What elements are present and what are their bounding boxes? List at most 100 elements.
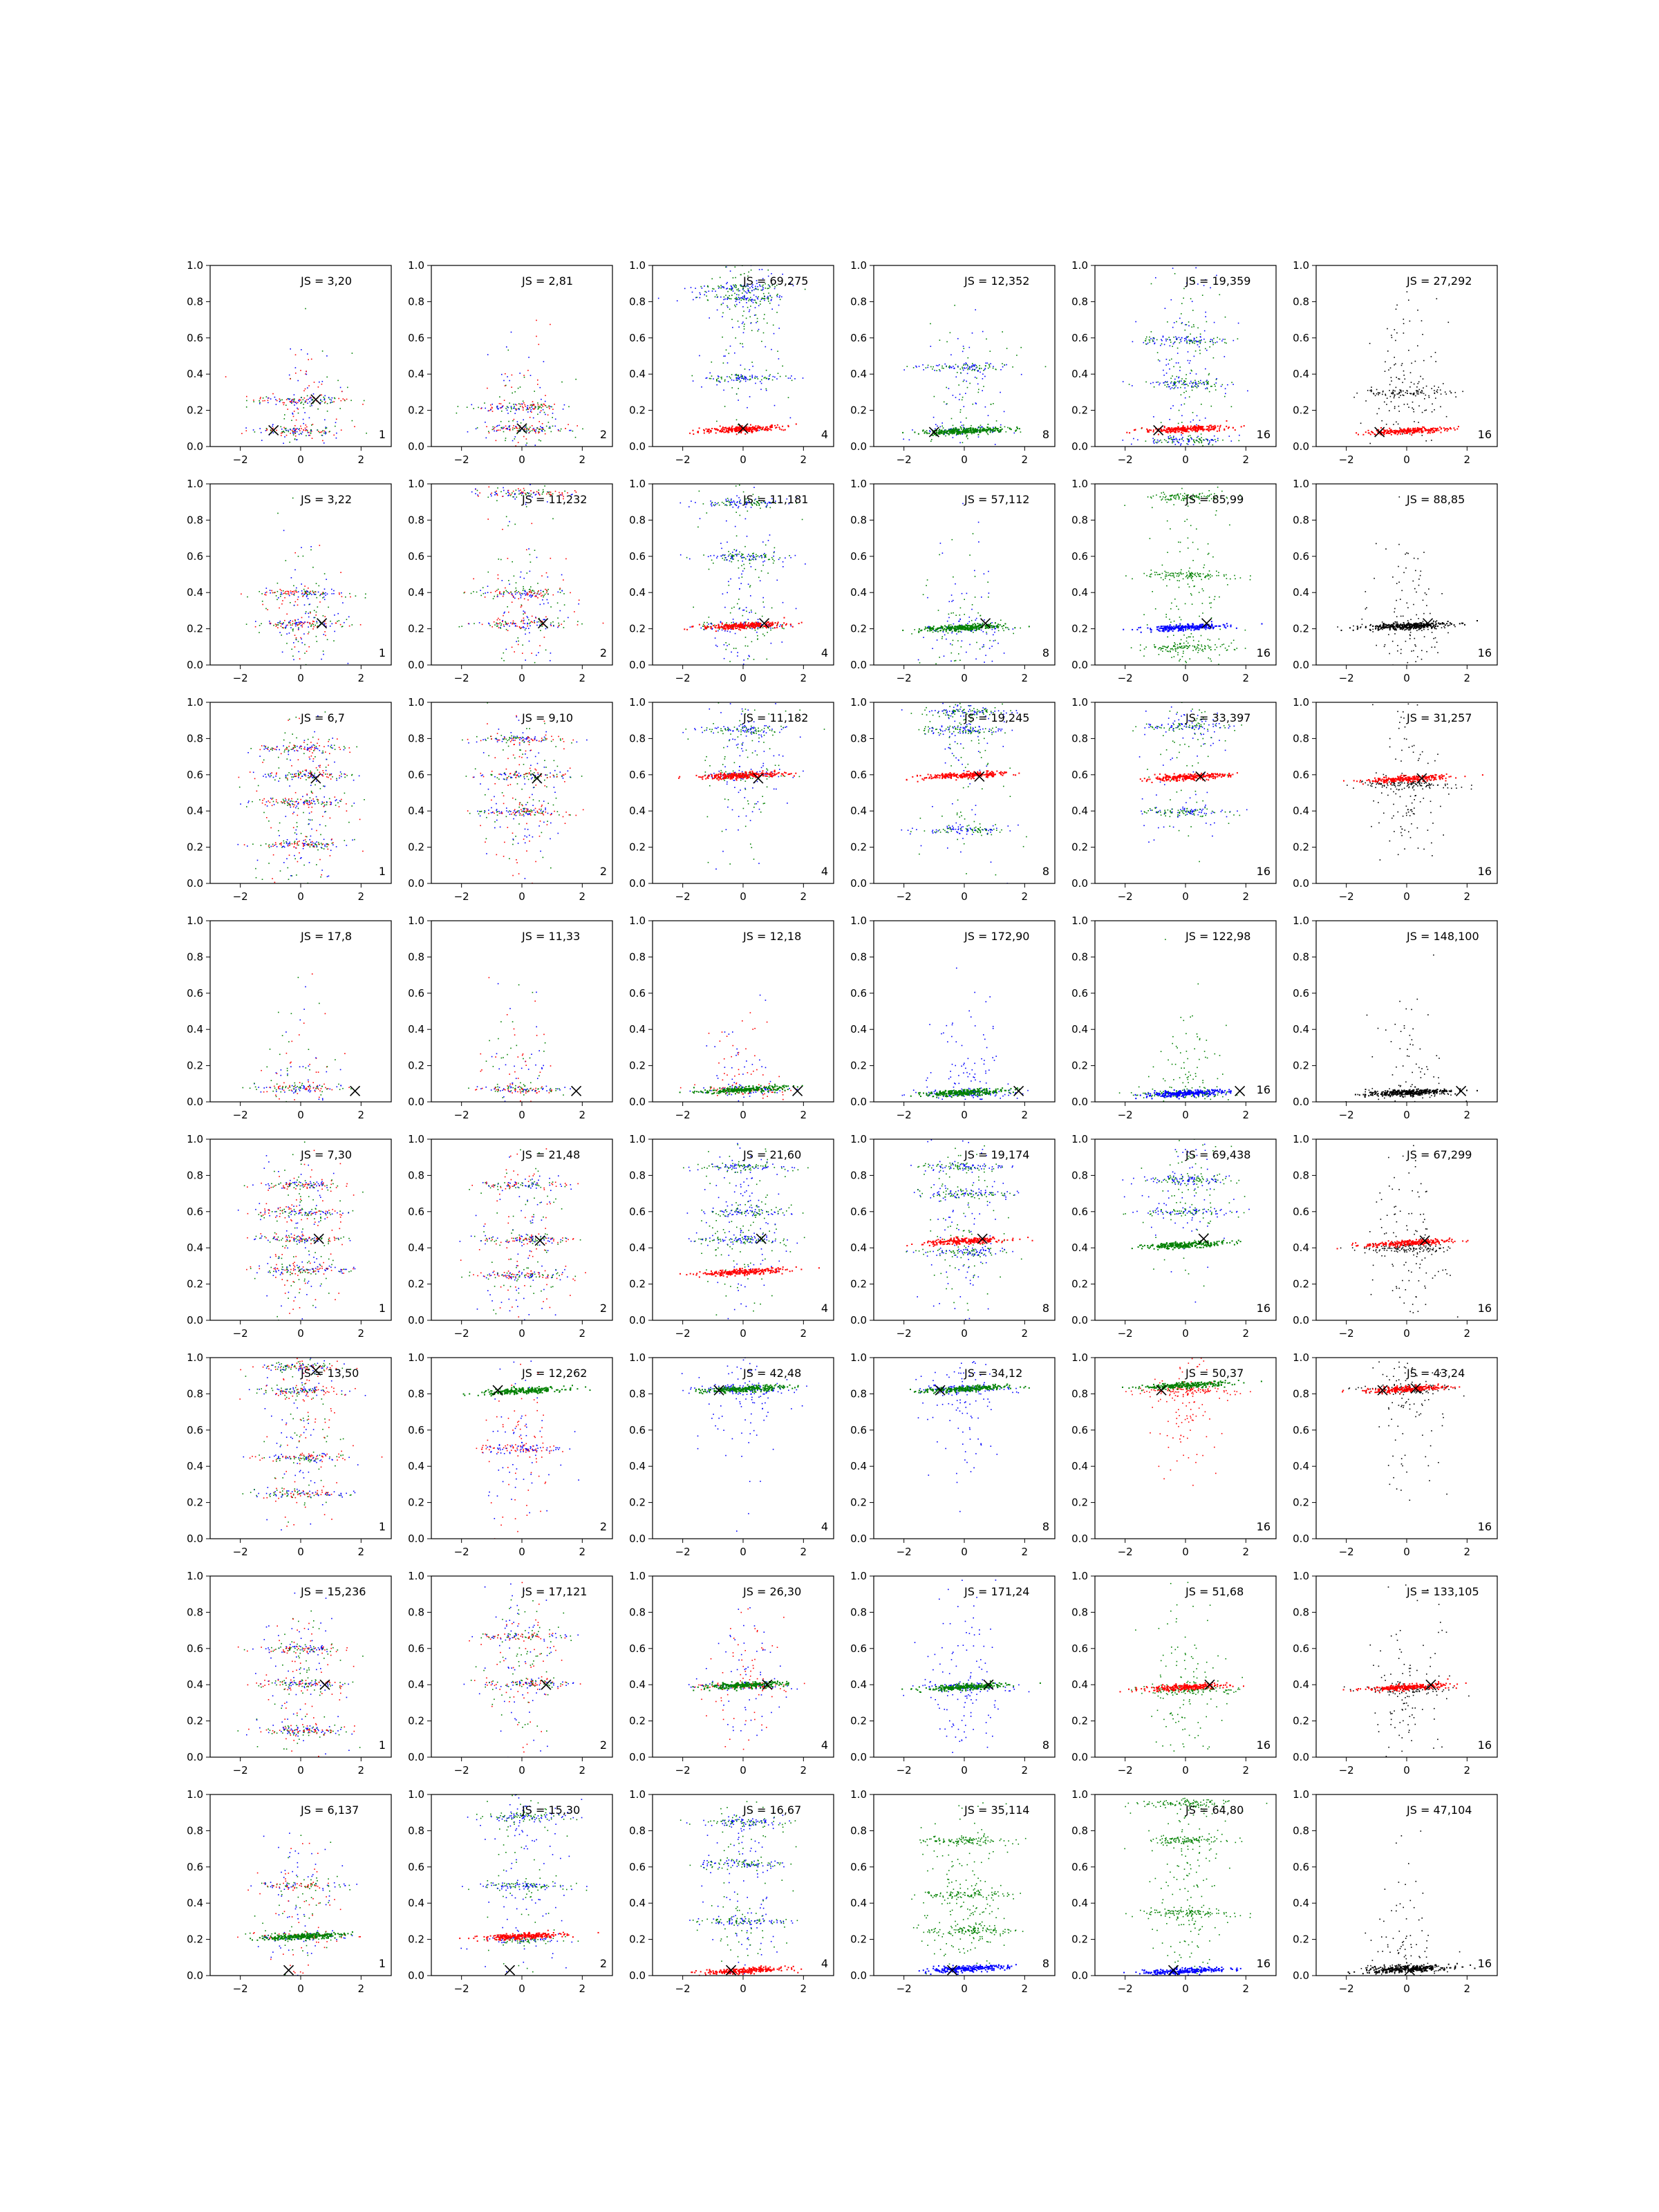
point (949, 432, 951, 434)
point (1173, 441, 1174, 442)
point (962, 366, 963, 368)
point (503, 592, 505, 593)
point (1206, 425, 1208, 427)
point (762, 428, 764, 430)
point (967, 368, 969, 371)
point (966, 429, 968, 431)
point (1190, 339, 1192, 341)
point (769, 534, 771, 536)
point (745, 317, 747, 319)
point (720, 382, 721, 383)
point (523, 598, 525, 600)
point (952, 430, 954, 432)
point (351, 353, 353, 354)
point (707, 556, 709, 557)
x-tick-label: −2 (233, 672, 248, 684)
point (500, 407, 501, 409)
y-tick-label: 0.2 (1293, 404, 1309, 417)
point (964, 368, 966, 369)
point (503, 591, 505, 592)
point (323, 596, 325, 598)
point (974, 429, 976, 431)
point (315, 635, 317, 637)
point (747, 306, 749, 308)
point (303, 390, 305, 392)
point (1396, 304, 1398, 306)
point (267, 609, 268, 610)
point (1403, 431, 1405, 433)
point (1206, 379, 1208, 381)
point (785, 375, 787, 377)
point (774, 286, 776, 288)
point (752, 555, 754, 557)
point (1180, 444, 1181, 446)
point (1432, 431, 1434, 433)
point (1171, 358, 1172, 360)
point (505, 425, 507, 427)
point (528, 492, 530, 494)
point (496, 406, 498, 407)
point (750, 507, 752, 508)
point (529, 417, 531, 418)
point (1453, 427, 1455, 429)
point (770, 299, 772, 301)
point (729, 234, 731, 235)
point (1412, 453, 1413, 455)
point (779, 428, 781, 430)
point (1175, 382, 1177, 383)
point (1181, 323, 1183, 324)
point (1425, 409, 1427, 411)
point (1417, 383, 1419, 384)
point (494, 491, 496, 494)
point (735, 673, 736, 674)
point (317, 431, 319, 432)
point (1399, 427, 1400, 429)
point (283, 402, 285, 404)
point (1423, 427, 1425, 429)
point (1156, 382, 1157, 383)
point (296, 591, 298, 593)
point (751, 611, 752, 613)
point (744, 368, 746, 370)
point (538, 489, 540, 491)
point (941, 367, 943, 369)
point (565, 558, 567, 560)
point (744, 427, 747, 429)
point (505, 628, 507, 630)
point (264, 400, 265, 402)
point (1394, 431, 1396, 433)
point (525, 494, 527, 495)
point (531, 430, 533, 431)
y-tick-label: 0.6 (850, 332, 867, 344)
point (572, 430, 574, 432)
point (503, 427, 505, 429)
point (961, 431, 963, 433)
point (523, 409, 524, 411)
point (285, 624, 288, 626)
point (1240, 426, 1242, 428)
point (715, 667, 716, 668)
point (1177, 353, 1179, 354)
point (764, 501, 766, 503)
point (531, 594, 533, 597)
point (749, 297, 751, 299)
point (542, 409, 544, 411)
point (550, 431, 552, 433)
point (499, 731, 500, 732)
point (314, 593, 316, 595)
point (506, 623, 507, 624)
point (533, 592, 535, 594)
point (761, 269, 763, 270)
point (526, 592, 528, 594)
point (703, 432, 705, 434)
point (738, 400, 739, 401)
point (722, 427, 724, 429)
point (488, 410, 490, 411)
point (744, 377, 746, 378)
point (1010, 429, 1012, 431)
point (529, 622, 531, 624)
point (1389, 390, 1390, 391)
point (744, 556, 745, 559)
point (1177, 347, 1179, 349)
